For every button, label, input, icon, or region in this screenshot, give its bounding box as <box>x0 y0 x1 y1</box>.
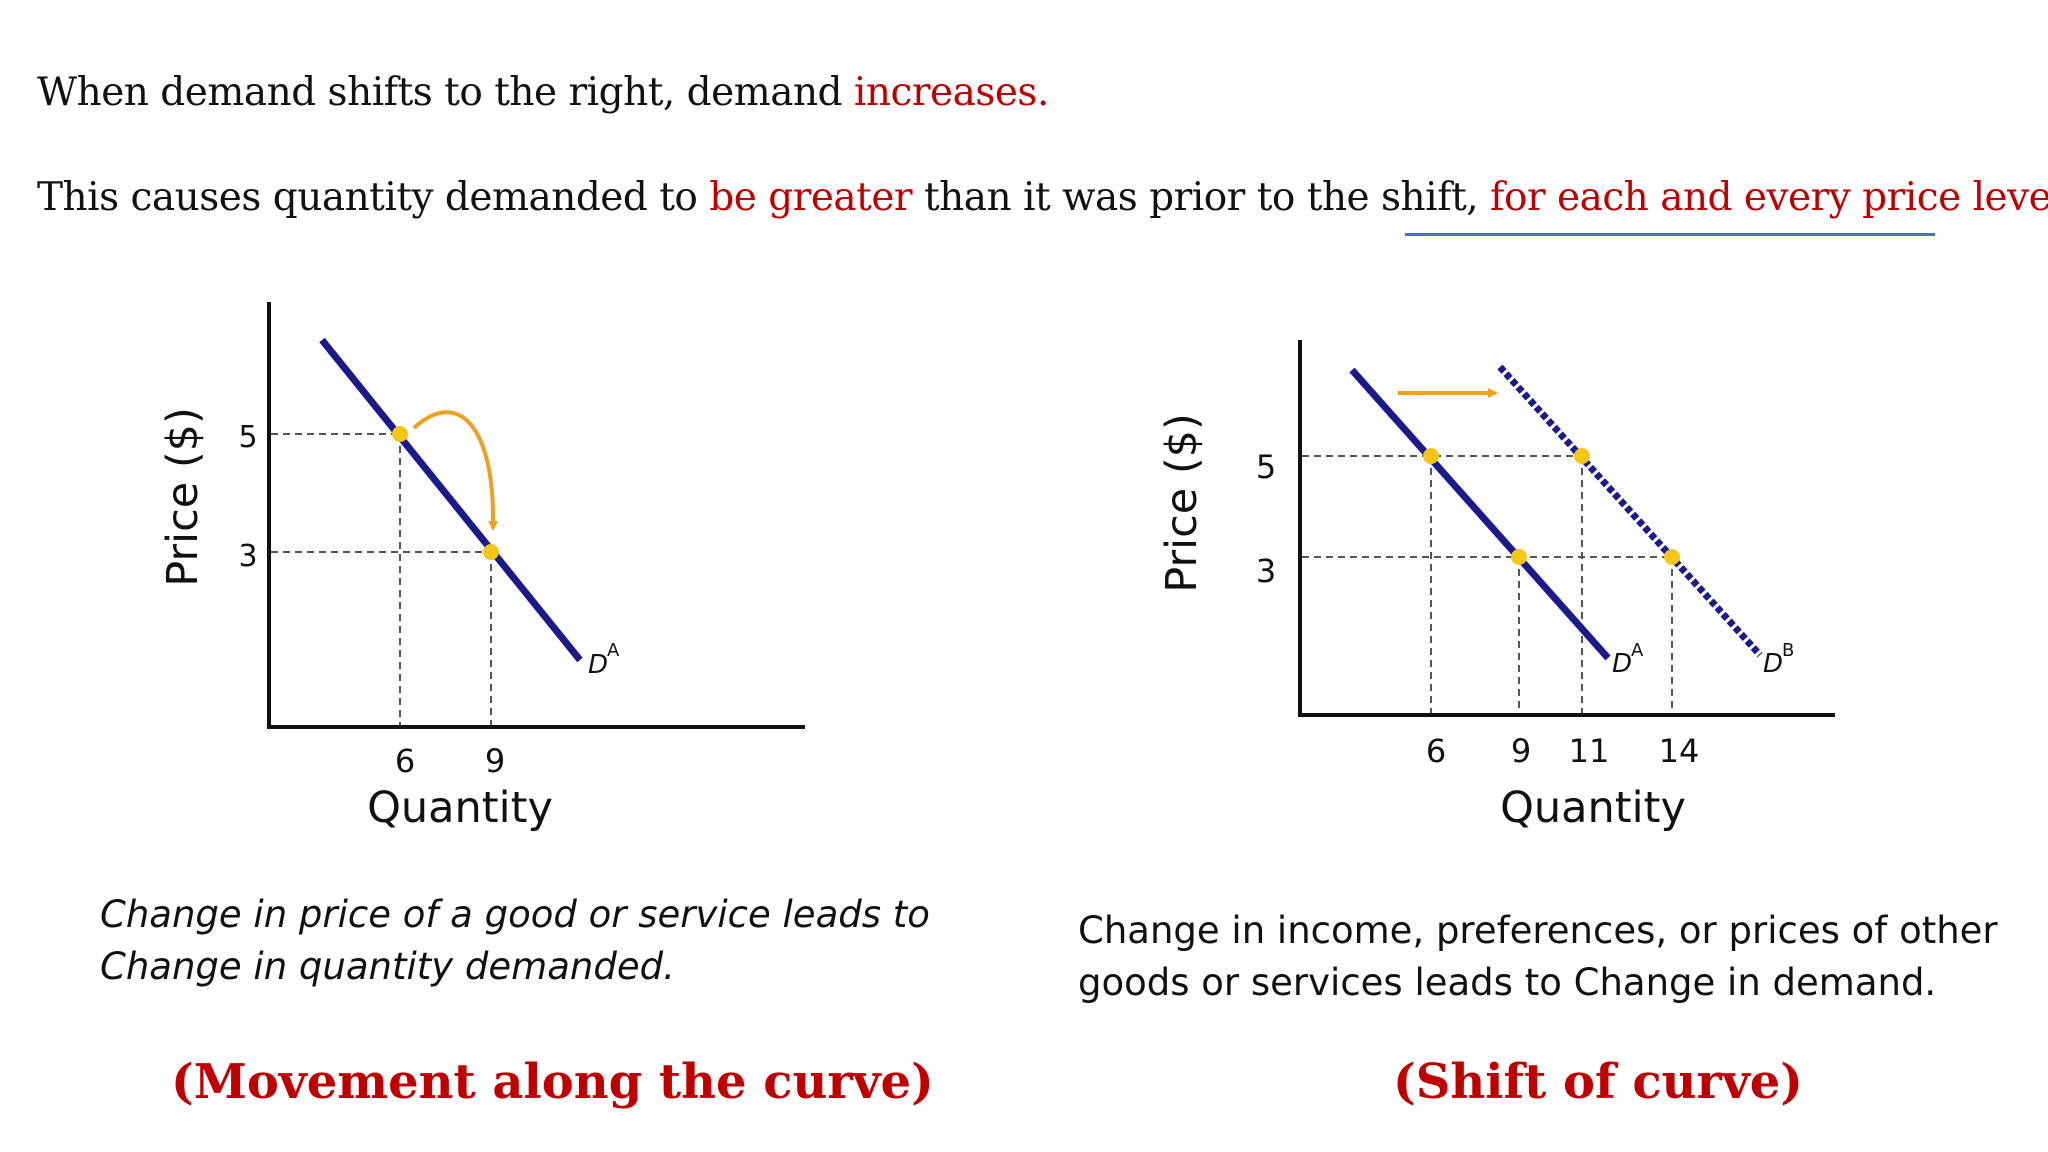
right-point-b3 <box>1664 549 1680 565</box>
heading-line-2-text-a: This causes quantity demanded to <box>37 175 710 220</box>
right-caption-line-1: Change in income, preferences, or prices… <box>1078 909 1998 952</box>
right-caption-line-2: goods or services leads to Change in dem… <box>1078 961 1937 1004</box>
right-curve-b-label: D <box>1763 649 1783 679</box>
right-demand-curve-b <box>1497 364 1763 658</box>
right-point-a3 <box>1511 549 1527 565</box>
heading-line-1-highlight: increases. <box>853 70 1049 115</box>
right-x-tick-6: 6 <box>1426 732 1446 770</box>
left-caption-line-2: Change in quantity demanded. <box>100 945 675 988</box>
heading-line-1: When demand shifts to the right, demand … <box>37 70 1049 115</box>
left-curve-label: D <box>588 650 608 680</box>
right-y-tick-3: 3 <box>1256 552 1276 590</box>
left-y-tick-5: 5 <box>238 420 257 455</box>
right-y-axis-label: Price ($) <box>1157 413 1207 592</box>
left-diagram-title: (Movement along the curve) <box>171 1054 934 1110</box>
right-point-b5 <box>1574 448 1590 464</box>
heading-line-1-text: When demand shifts to the right, demand <box>37 70 854 115</box>
left-point-b <box>483 544 499 560</box>
left-x-tick-9: 9 <box>485 742 505 780</box>
right-curve-b-superscript: B <box>1782 640 1794 661</box>
left-movement-arrow <box>412 410 499 531</box>
left-demand-curve <box>319 337 583 663</box>
highlight-underline <box>1405 233 1935 236</box>
right-diagram-title: (Shift of curve) <box>1393 1054 1803 1110</box>
right-diagram: 5 3 6 9 11 14 Quantity Price ($) D A D B <box>1157 340 1835 833</box>
right-curve-a-superscript: A <box>1631 640 1644 661</box>
right-x-tick-9: 9 <box>1511 732 1531 770</box>
right-y-tick-5: 5 <box>1256 448 1276 486</box>
left-caption-line-1: Change in price of a good or service lea… <box>100 893 930 936</box>
left-x-axis-label: Quantity <box>367 783 553 833</box>
left-y-tick-3: 3 <box>238 539 257 574</box>
right-x-tick-11: 11 <box>1569 732 1610 770</box>
left-y-axis-label: Price ($) <box>158 407 208 586</box>
heading-line-2-highlight-b: for each and every price level. <box>1490 175 2048 220</box>
right-curve-a-label: D <box>1612 649 1632 679</box>
right-demand-curve-a <box>1349 367 1611 661</box>
left-point-a <box>392 426 408 442</box>
left-diagram: 5 3 6 9 Quantity Price ($) D A <box>158 302 805 833</box>
right-x-tick-14: 14 <box>1659 732 1700 770</box>
left-curve-superscript: A <box>607 640 620 661</box>
heading-line-2-highlight-a: be greater <box>709 175 913 220</box>
left-x-tick-6: 6 <box>395 742 415 780</box>
heading-line-2: This causes quantity demanded to be grea… <box>37 175 2048 220</box>
right-point-a5 <box>1423 448 1439 464</box>
heading-line-2-text-b: than it was prior to the shift, <box>912 175 1491 220</box>
right-x-axis-label: Quantity <box>1500 783 1686 833</box>
